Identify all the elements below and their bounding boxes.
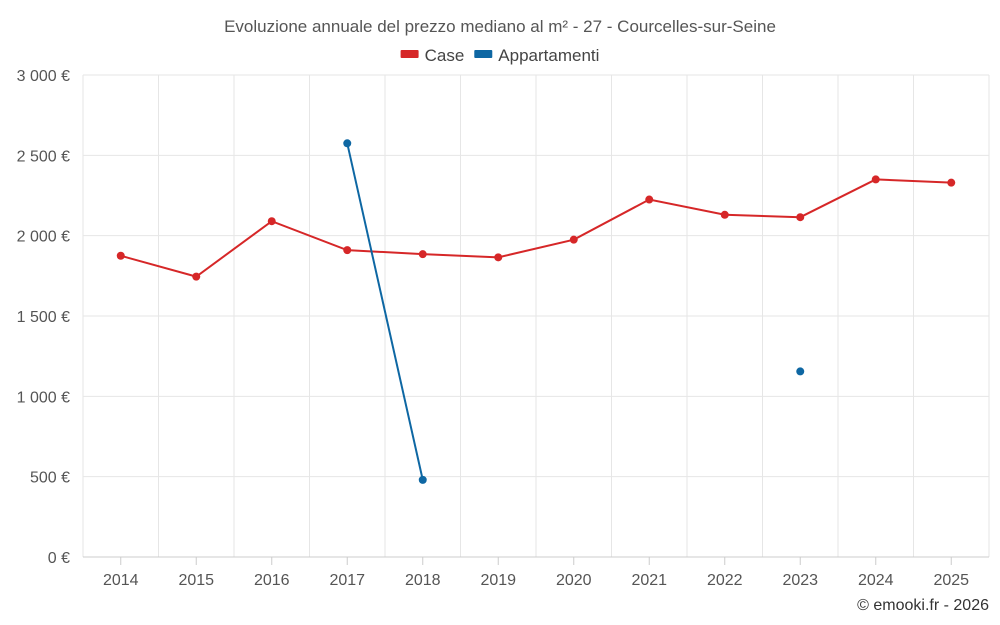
x-tick-label: 2021 [631, 572, 667, 589]
data-point-appartamenti-2017[interactable] [343, 139, 352, 148]
y-tick-label: 0 € [48, 550, 70, 567]
legend-label: Appartamenti [498, 46, 599, 65]
data-point-case-2018[interactable] [418, 250, 427, 259]
legend[interactable]: Case Appartamenti [400, 46, 600, 65]
y-tick-label: 1 500 € [17, 309, 70, 326]
series-appartamenti [343, 139, 805, 484]
legend-swatch [400, 50, 419, 58]
data-point-case-2025[interactable] [947, 178, 956, 187]
legend-label: Case [425, 46, 465, 65]
x-tick-label: 2014 [103, 572, 139, 589]
y-tick-label: 2 000 € [17, 229, 70, 246]
legend-swatch [474, 50, 493, 58]
legend-item-case[interactable]: Case [400, 46, 465, 65]
y-tick-label: 500 € [30, 470, 70, 487]
data-point-case-2016[interactable] [267, 217, 276, 226]
x-tick-label: 2016 [254, 572, 290, 589]
data-point-case-2024[interactable] [871, 175, 880, 184]
grid-lines [82, 74, 990, 557]
data-point-case-2017[interactable] [343, 246, 352, 255]
data-point-case-2019[interactable] [494, 253, 503, 262]
x-tick-label: 2020 [556, 572, 592, 589]
series-line-appartamenti [346, 143, 424, 481]
x-tick-label: 2024 [858, 572, 894, 589]
chart-title: Evoluzione annuale del prezzo mediano al… [224, 17, 776, 36]
x-tick-label: 2023 [782, 572, 818, 589]
series-layer [116, 139, 956, 484]
axes: 0 € 500 € 1 000 € 1 500 € 2 000 € 2 500 € 3 00… [17, 68, 989, 589]
data-point-case-2023[interactable] [796, 213, 805, 222]
credit-text: © emooki.fr - 2026 [857, 597, 989, 614]
x-tick-label: 2018 [405, 572, 441, 589]
series-line-case [120, 178, 952, 278]
data-point-case-2021[interactable] [645, 195, 654, 204]
data-point-appartamenti-2018[interactable] [418, 475, 427, 484]
data-point-appartamenti-2023[interactable] [796, 367, 805, 376]
y-tick-label: 1 000 € [17, 389, 70, 406]
series-case [116, 175, 956, 281]
x-tick-label: 2017 [329, 572, 365, 589]
x-tick-label: 2025 [933, 572, 969, 589]
x-tick-label: 2015 [178, 572, 214, 589]
data-point-case-2022[interactable] [720, 210, 729, 219]
x-tick-label: 2022 [707, 572, 743, 589]
legend-item-appartamenti[interactable]: Appartamenti [474, 46, 599, 65]
data-point-case-2015[interactable] [192, 272, 201, 281]
y-tick-label: 2 500 € [17, 148, 70, 165]
data-point-case-2014[interactable] [116, 251, 125, 260]
x-tick-label: 2019 [480, 572, 516, 589]
data-point-case-2020[interactable] [569, 235, 578, 244]
y-tick-label: 3 000 € [17, 68, 70, 85]
